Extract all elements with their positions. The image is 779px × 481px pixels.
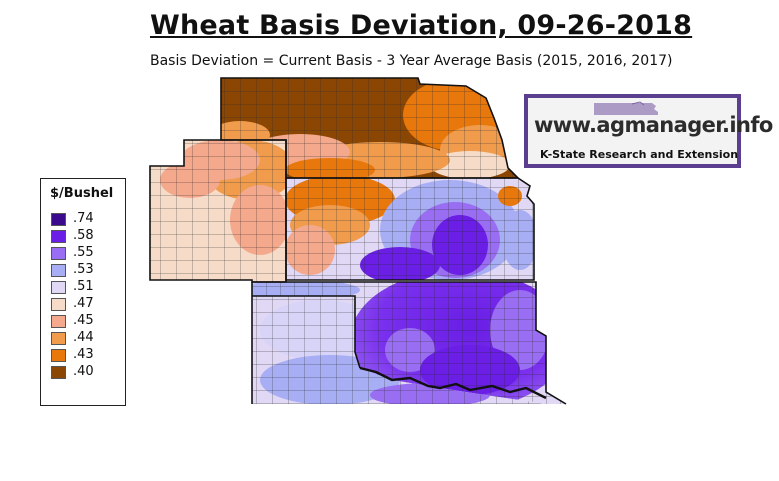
legend-swatch <box>51 281 66 294</box>
logo-url-text: www.agmanager.info <box>534 113 773 137</box>
legend-swatch <box>51 264 66 277</box>
page-title: Wheat Basis Deviation, 09-26-2018 <box>150 10 693 41</box>
page-subtitle: Basis Deviation = Current Basis - 3 Year… <box>150 53 673 69</box>
legend-title: $/Bushel <box>50 186 114 201</box>
legend-label: .58 <box>73 228 94 243</box>
legend-label: .43 <box>73 347 94 362</box>
state-kansas <box>286 178 534 280</box>
kansas-silhouette-icon <box>594 101 658 115</box>
legend-swatch <box>51 366 66 379</box>
legend-label: .51 <box>73 279 94 294</box>
legend-label: .74 <box>73 211 94 226</box>
logo-tagline: K-State Research and Extension <box>540 148 739 161</box>
legend-label: .44 <box>73 330 94 345</box>
legend-label: .47 <box>73 296 94 311</box>
map-legend: $/Bushel .74 .58 .55 .53 .51 .47 .45 .44… <box>40 178 126 406</box>
legend-swatch <box>51 213 66 226</box>
legend-swatch <box>51 247 66 260</box>
legend-swatch <box>51 298 66 311</box>
legend-swatch <box>51 332 66 345</box>
state-borders <box>149 77 567 405</box>
legend-label: .40 <box>73 364 94 379</box>
legend-swatch <box>51 349 66 362</box>
legend-label: .53 <box>73 262 94 277</box>
agmanager-logo[interactable]: www.agmanager.info K-State Research and … <box>524 94 773 168</box>
legend-swatch <box>51 230 66 243</box>
state-colorado <box>150 140 286 282</box>
legend-label: .55 <box>73 245 94 260</box>
legend-label: .45 <box>73 313 94 328</box>
legend-swatch <box>51 315 66 328</box>
